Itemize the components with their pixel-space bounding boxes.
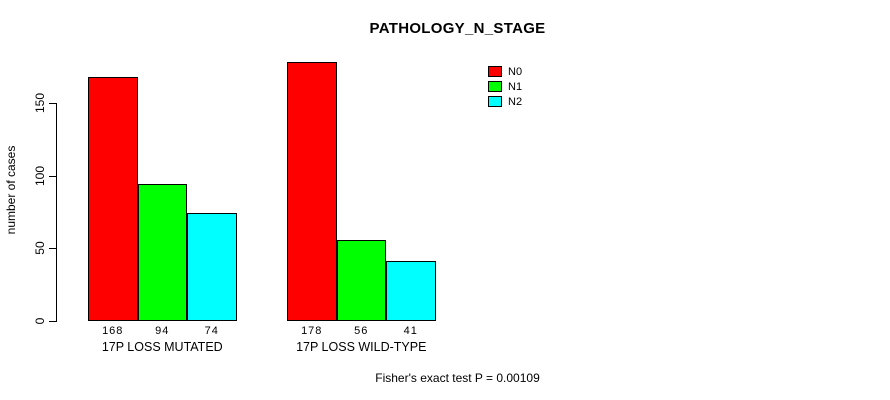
bar-value-label: 56 — [354, 325, 369, 337]
x-category-label: 17P LOSS WILD-TYPE — [296, 340, 427, 354]
y-axis-tick — [49, 248, 56, 250]
y-axis-tick-label: 0 — [33, 317, 47, 325]
legend-label: N1 — [508, 80, 523, 93]
y-axis-tick-label: 100 — [33, 165, 47, 186]
legend-swatch-n0 — [488, 66, 502, 77]
bar-n1-group1 — [137, 184, 187, 321]
bar-value-label: 168 — [102, 325, 124, 337]
y-axis-tick — [49, 321, 56, 322]
legend-label: N2 — [508, 95, 523, 108]
legend-swatch-n1 — [488, 81, 502, 92]
legend-swatch-n2 — [488, 96, 502, 107]
bar-value-label: 41 — [403, 325, 418, 337]
bar-value-label: 94 — [155, 325, 170, 337]
y-axis-tick — [49, 103, 56, 104]
legend-item-n2: N2 — [488, 94, 522, 109]
fisher-test-annotation: Fisher's exact test P = 0.00109 — [375, 371, 540, 385]
y-axis-line — [56, 103, 57, 322]
legend: N0 N1 N2 — [488, 64, 522, 109]
bar-value-label: 178 — [301, 325, 323, 337]
x-category-label: 17P LOSS MUTATED — [101, 340, 223, 354]
legend-item-n1: N1 — [488, 79, 522, 94]
y-axis-title: number of cases — [4, 145, 18, 235]
legend-label: N0 — [508, 65, 523, 78]
bar-n2-group2 — [386, 261, 436, 321]
chart-title: PATHOLOGY_N_STAGE — [369, 20, 546, 37]
y-axis-tick — [49, 175, 56, 177]
bar-n1-group2 — [336, 239, 386, 321]
bar-n0-group2 — [287, 62, 337, 321]
bar-value-label: 74 — [204, 325, 219, 337]
y-axis-tick-label: 150 — [33, 92, 47, 114]
bar-n0-group1 — [88, 76, 138, 321]
legend-item-n0: N0 — [488, 64, 522, 79]
y-axis-tick-label: 50 — [33, 241, 47, 256]
bar-n2-group1 — [187, 213, 237, 321]
